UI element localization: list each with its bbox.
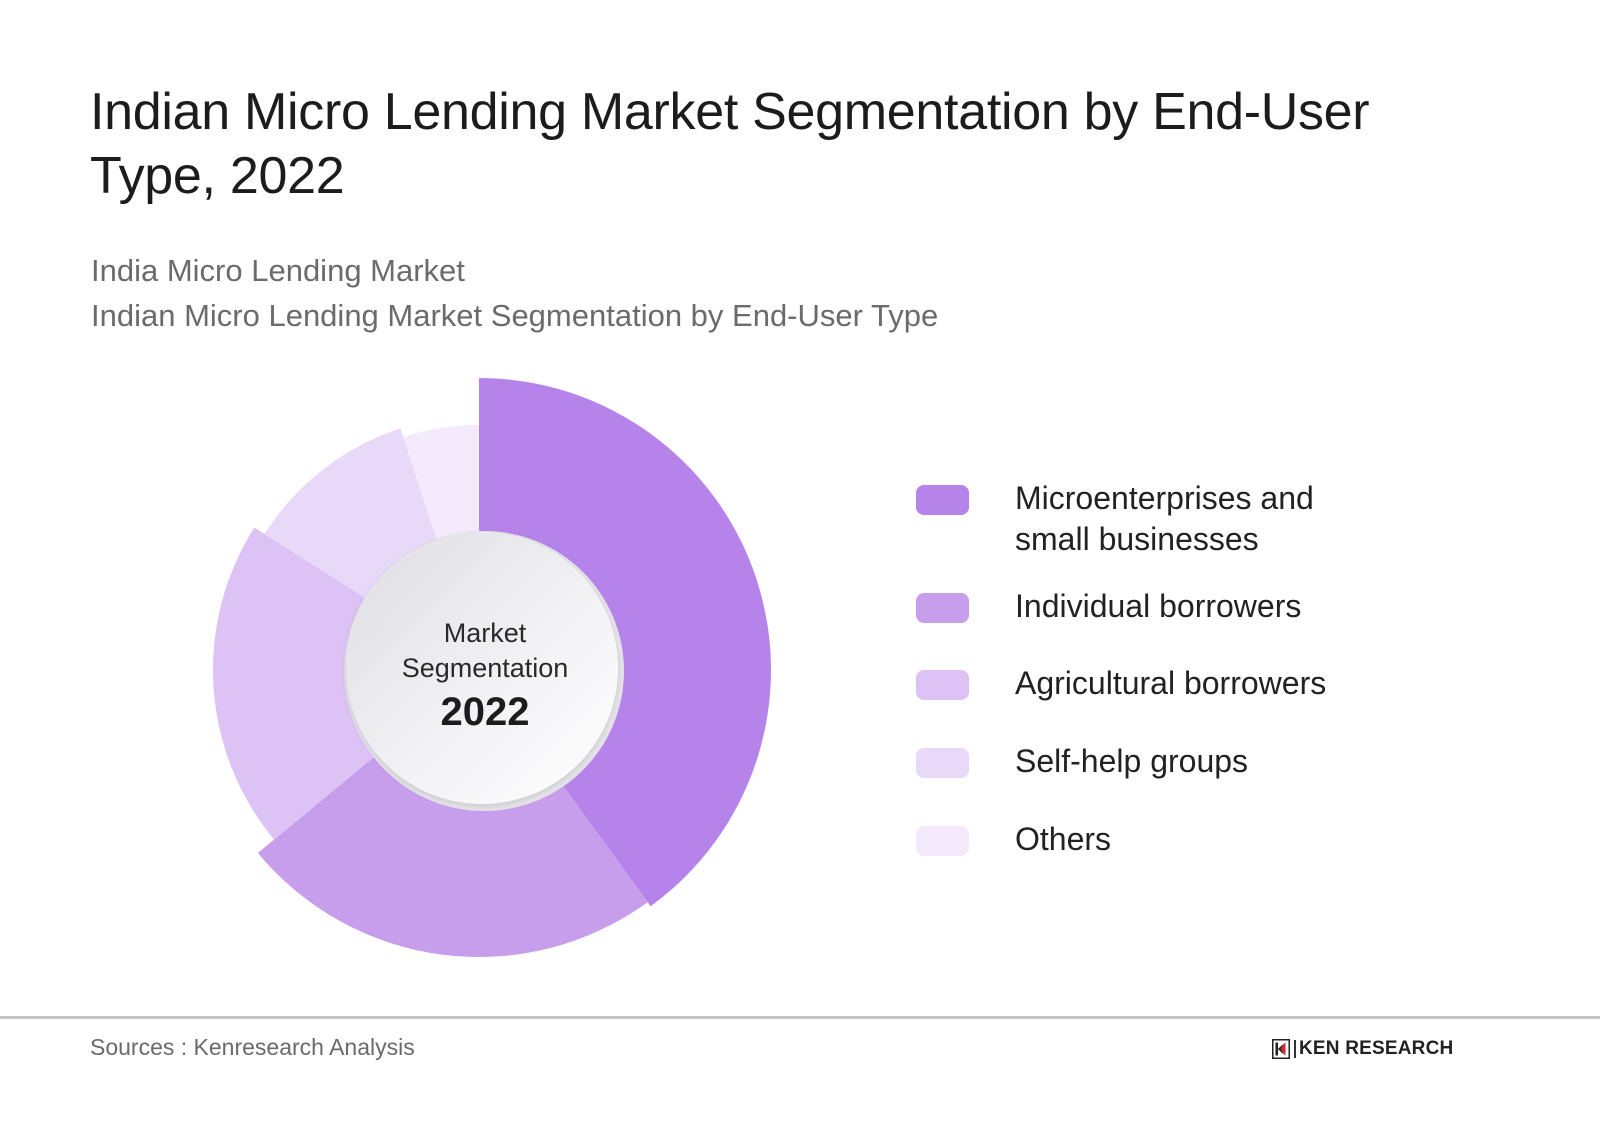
center-label: Market Segmentation 2022 [347, 535, 623, 811]
donut-slice-microenterprises-and-small-businesses[interactable] [479, 378, 771, 907]
legend-swatch [916, 485, 969, 515]
donut-slice-others[interactable] [403, 425, 479, 670]
logo-text: KEN RESEARCH [1299, 1038, 1454, 1059]
legend-swatch [916, 748, 969, 778]
chart-legend: Microenterprises and small businesses In… [916, 478, 1476, 879]
donut-slice-agricultural-borrowers[interactable] [213, 527, 480, 840]
legend-item-others[interactable]: Others [916, 819, 1476, 879]
legend-label: Individual borrowers [1015, 588, 1302, 624]
legend-item-microenterprises[interactable]: Microenterprises and small businesses [916, 478, 1476, 586]
footer-divider [0, 1016, 1600, 1019]
subtitle-line-1: India Micro Lending Market [91, 253, 465, 288]
donut-slice-self-help-groups[interactable] [264, 428, 479, 670]
legend-label: Agricultural borrowers [1015, 665, 1327, 701]
chart-title: Indian Micro Lending Market Segmentation… [90, 83, 1370, 205]
center-disc [346, 532, 618, 804]
legend-label: Microenterprises and small businesses [1015, 480, 1314, 557]
center-label-line-2: Segmentation [401, 653, 569, 683]
legend-item-individual-borrowers[interactable]: Individual borrowers [916, 586, 1476, 663]
legend-swatch [916, 593, 969, 623]
logo-separator [1294, 1040, 1296, 1058]
ken-research-logo-icon [1272, 1039, 1290, 1059]
legend-swatch [916, 670, 969, 700]
center-label-line-1: Market [443, 618, 527, 648]
subtitle-line-2: Indian Micro Lending Market Segmentation… [91, 298, 939, 333]
legend-label: Others [1015, 821, 1112, 857]
legend-item-self-help-groups[interactable]: Self-help groups [916, 741, 1476, 819]
center-disc-rim [344, 531, 624, 811]
legend-item-agricultural-borrowers[interactable]: Agricultural borrowers [916, 663, 1476, 741]
legend-label: Self-help groups [1015, 743, 1249, 779]
ken-research-logo: KEN RESEARCH [1272, 1037, 1453, 1061]
center-label-year: 2022 [440, 690, 530, 734]
donut-slice-individual-borrowers[interactable] [257, 670, 648, 958]
donut-slices [213, 378, 771, 958]
source-note: Sources : Kenresearch Analysis [90, 1034, 415, 1060]
legend-swatch [916, 826, 969, 856]
chart-subtitle: India Micro Lending Market Indian Micro … [91, 248, 938, 338]
